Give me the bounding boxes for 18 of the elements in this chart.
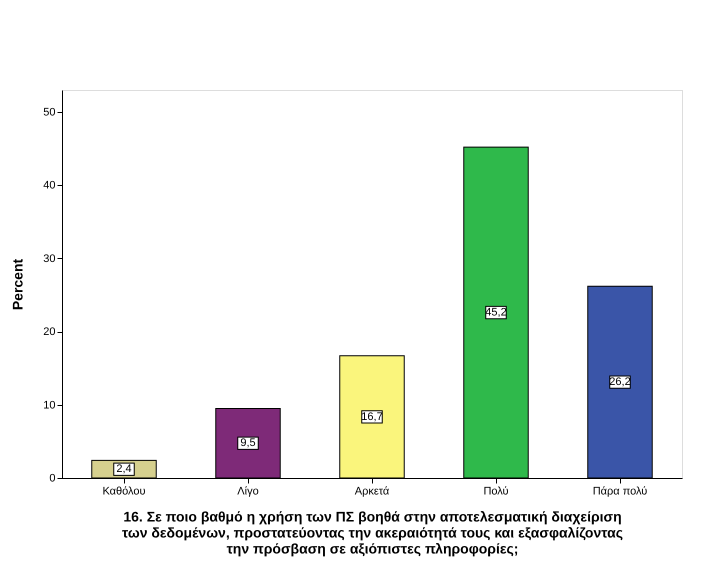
x-tick-label: Πολύ: [483, 486, 509, 498]
data-label: 26,2: [609, 376, 631, 388]
data-label: 16,7: [361, 410, 383, 423]
x-tick-label: Λίγο: [237, 486, 259, 498]
y-tick-label: 30: [43, 252, 56, 265]
x-tick-label: Καθόλου: [102, 486, 146, 498]
x-tick-label: Αρκετά: [354, 486, 390, 498]
data-label: 45,2: [485, 306, 507, 319]
data-label: 2,4: [116, 463, 132, 476]
data-label: 9,5: [240, 437, 256, 450]
x-tick-label: Πάρα πολύ: [592, 486, 648, 498]
y-tick-label: 10: [43, 399, 56, 412]
y-tick-label: 0: [49, 472, 56, 484]
x-axis-title: 16. Σε ποιο βαθμό η χρήση των ΠΣ βοηθά στην αποτελεσματική διαχείριση των δεδομένων, προστατεύοντας την ακεραιότητά τους και εξασφαλίζοντας την πρόσβαση σε αξιόπιστες πληροφορίες;: [122, 508, 623, 556]
y-axis-title: Percent: [9, 258, 26, 310]
y-tick-label: 50: [43, 106, 56, 118]
y-tick-label: 40: [43, 180, 56, 192]
y-tick-label: 20: [43, 326, 56, 338]
